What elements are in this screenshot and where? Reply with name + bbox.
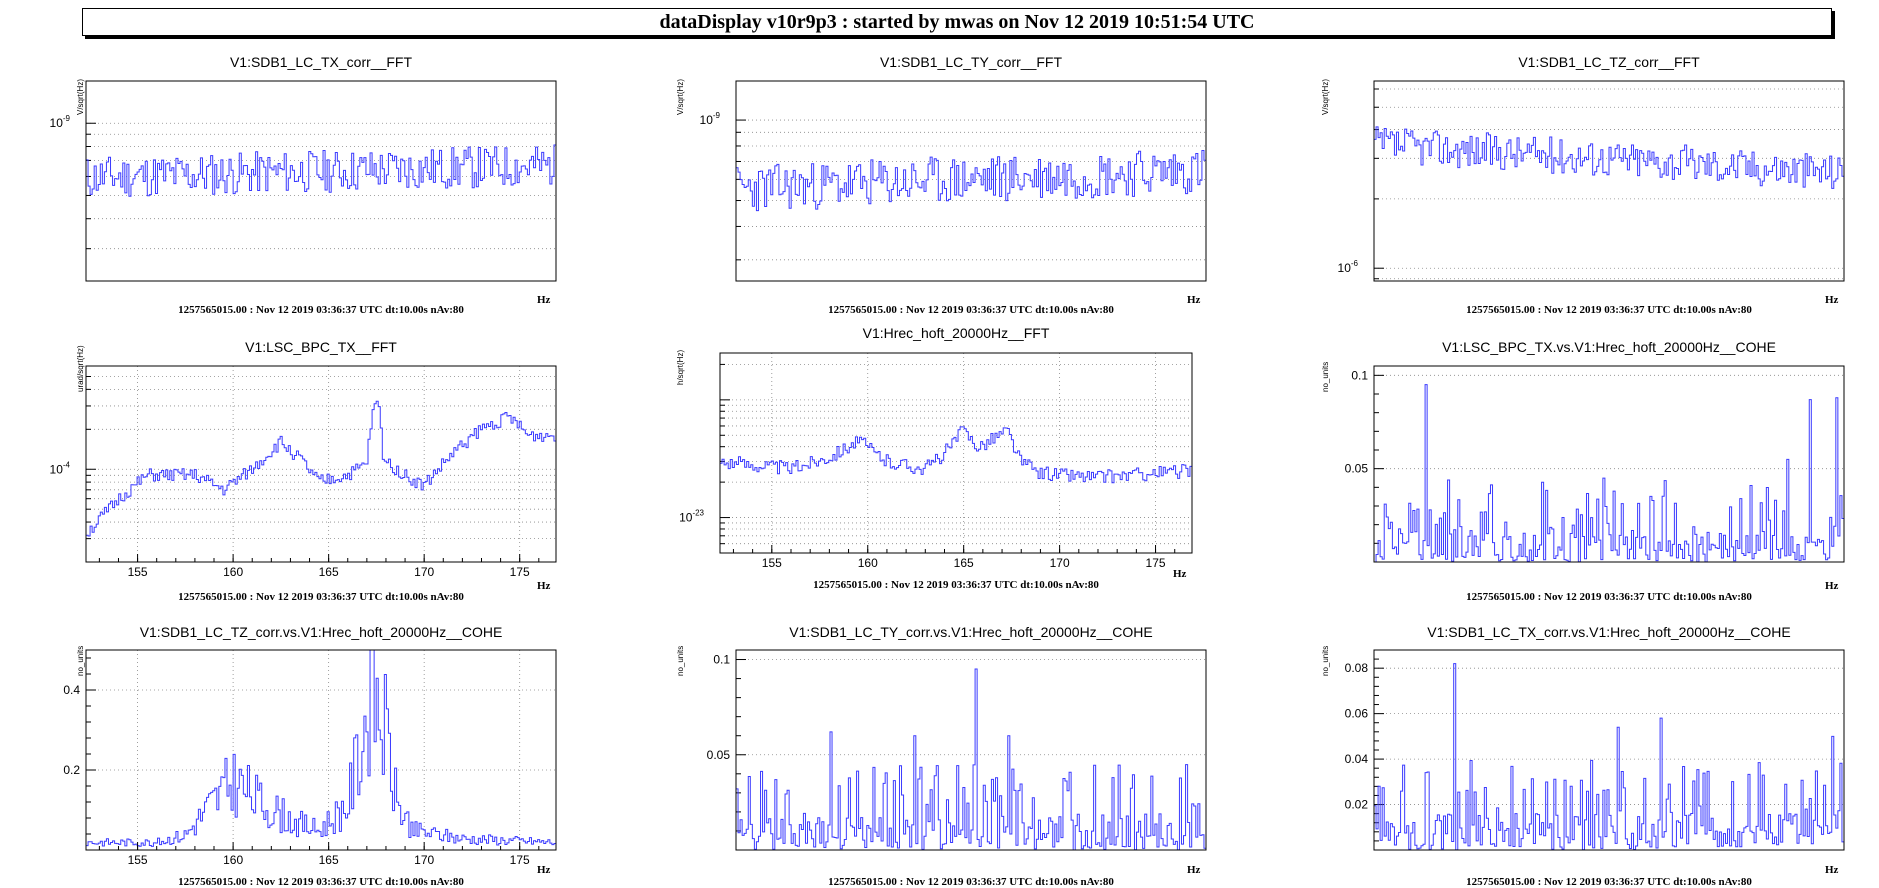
y-tick-label: 0.05 <box>1345 462 1369 476</box>
y-tick-label: 10-4 <box>50 460 71 476</box>
x-tick-label: 155 <box>762 556 782 570</box>
plot-frame <box>85 80 557 282</box>
y-tick-label: 0.4 <box>63 683 80 697</box>
x-axis-label: Hz <box>1187 294 1201 306</box>
display-title: dataDisplay v10r9p3 : started by mwas on… <box>659 10 1255 33</box>
x-axis-label: Hz <box>1825 294 1839 306</box>
series-line <box>1374 384 1844 563</box>
x-axis-label: Hz <box>537 864 551 876</box>
plot-footer: 1257565015.00 : Nov 12 2019 03:36:37 UTC… <box>178 876 464 888</box>
y-tick-label: 10-6 <box>1338 259 1359 275</box>
x-tick-label: 155 <box>128 565 148 579</box>
plot-frame <box>719 352 1193 554</box>
plot-title: V1:SDB1_LC_TX_corr__FFT <box>229 54 413 70</box>
plot-6-canvas: 0.05 0.1 <box>1345 365 1845 563</box>
plot-4-canvas: 10-4 155 160 165 170 175 <box>50 365 557 579</box>
x-axis-label: Hz <box>537 580 551 592</box>
plot-title: V1:SDB1_LC_TY_corr__FFT <box>879 54 1063 70</box>
x-tick-label: 165 <box>319 853 339 867</box>
y-axis-label: V/sqrt(Hz) <box>676 79 685 115</box>
plot-title: V1:SDB1_LC_TZ_corr.vs.V1:Hrec_hoft_20000… <box>139 624 503 640</box>
plot-title: V1:Hrec_hoft_20000Hz__FFT <box>862 325 1050 341</box>
plot-3-canvas: 10-6 <box>1338 80 1845 282</box>
series-line <box>720 426 1192 484</box>
y-tick-label: 0.2 <box>63 763 80 777</box>
series-line <box>86 649 556 847</box>
x-axis-label: Hz <box>537 294 551 306</box>
x-tick-label: 160 <box>223 853 243 867</box>
y-tick-label: 0.04 <box>1345 752 1369 766</box>
plot-frame <box>1373 80 1845 282</box>
x-tick-label: 155 <box>128 853 148 867</box>
series-line <box>736 149 1206 212</box>
x-axis-label: Hz <box>1825 864 1839 876</box>
x-tick-label: 175 <box>1146 556 1166 570</box>
plot-title: V1:LSC_BPC_TX__FFT <box>245 339 397 355</box>
x-tick-label: 175 <box>510 853 530 867</box>
plot-title: V1:SDB1_LC_TY_corr.vs.V1:Hrec_hoft_20000… <box>789 624 1153 640</box>
x-tick-label: 170 <box>414 853 434 867</box>
y-tick-label: 0.1 <box>713 653 730 667</box>
y-tick-label: 0.08 <box>1345 661 1369 675</box>
series-line <box>1374 663 1844 851</box>
y-tick-label: 10-9 <box>50 114 71 130</box>
plot-1-canvas: 10-9 <box>50 80 557 282</box>
plot-frame <box>1373 649 1845 851</box>
x-tick-label: 175 <box>510 565 530 579</box>
plot-frame <box>735 80 1207 282</box>
display-header: dataDisplay v10r9p3 : started by mwas on… <box>82 8 1832 36</box>
y-tick-label: 10-9 <box>700 111 721 127</box>
plot-title: V1:SDB1_LC_TX_corr.vs.V1:Hrec_hoft_20000… <box>1427 624 1791 640</box>
x-axis-label: Hz <box>1187 864 1201 876</box>
series-line <box>86 400 556 537</box>
y-tick-label: 0.05 <box>707 748 731 762</box>
plot-frame <box>85 649 557 851</box>
series-line <box>736 668 1206 851</box>
series-line <box>86 144 556 197</box>
y-tick-label: 0.1 <box>1351 368 1368 382</box>
plot-title: V1:SDB1_LC_TZ_corr__FFT <box>1518 54 1700 70</box>
plot-footer: 1257565015.00 : Nov 12 2019 03:36:37 UTC… <box>178 591 464 603</box>
plot-2-canvas: 10-9 <box>700 80 1207 282</box>
plot-footer: 1257565015.00 : Nov 12 2019 03:36:37 UTC… <box>813 579 1099 591</box>
x-tick-label: 160 <box>223 565 243 579</box>
y-axis-label: no_units <box>676 645 685 676</box>
plot-footer: 1257565015.00 : Nov 12 2019 03:36:37 UTC… <box>1466 591 1752 603</box>
plot-frame <box>85 365 557 563</box>
y-tick-label: 0.02 <box>1345 798 1369 812</box>
plot-5-canvas: 10-23 155 160 165 170 175 <box>679 352 1193 570</box>
plot-frame <box>1373 365 1845 563</box>
plot-footer: 1257565015.00 : Nov 12 2019 03:36:37 UTC… <box>828 304 1114 316</box>
plot-footer: 1257565015.00 : Nov 12 2019 03:36:37 UTC… <box>178 304 464 316</box>
plot-title: V1:LSC_BPC_TX.vs.V1:Hrec_hoft_20000Hz__C… <box>1442 339 1776 355</box>
x-tick-label: 165 <box>319 565 339 579</box>
plot-footer: 1257565015.00 : Nov 12 2019 03:36:37 UTC… <box>1466 304 1752 316</box>
plot-8-canvas: 0.05 0.1 <box>707 649 1207 851</box>
x-tick-label: 170 <box>414 565 434 579</box>
plot-frame <box>735 649 1207 851</box>
plot-9-canvas: 0.02 0.04 0.06 0.08 <box>1345 649 1845 851</box>
x-tick-label: 165 <box>954 556 974 570</box>
plot-footer: 1257565015.00 : Nov 12 2019 03:36:37 UTC… <box>828 876 1114 888</box>
series-line <box>1374 126 1844 189</box>
x-tick-label: 170 <box>1050 556 1070 570</box>
y-tick-label: 0.06 <box>1345 707 1369 721</box>
plot-footer: 1257565015.00 : Nov 12 2019 03:36:37 UTC… <box>1466 876 1752 888</box>
y-tick-label: 10-23 <box>679 509 704 525</box>
plot-7-canvas: 0.2 0.4 155 160 165 170 175 <box>63 649 557 867</box>
x-axis-label: Hz <box>1825 580 1839 592</box>
x-axis-label: Hz <box>1173 568 1187 580</box>
x-tick-label: 160 <box>858 556 878 570</box>
